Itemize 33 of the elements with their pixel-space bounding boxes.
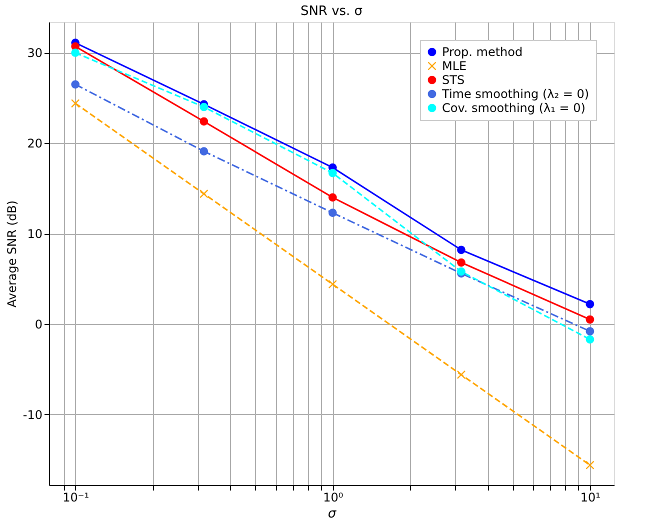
- x-axis-title: σ: [328, 506, 337, 522]
- y-tick-label: 20: [27, 136, 42, 151]
- legend-label: Cov. smoothing (λ₁ = 0): [442, 101, 586, 115]
- y-tick-label: 30: [27, 46, 42, 60]
- point: [457, 258, 466, 267]
- point: [71, 80, 80, 89]
- point: [200, 147, 208, 156]
- legend-label: Time smoothing (λ₂ = 0): [441, 87, 590, 101]
- point: [586, 327, 594, 336]
- point: [71, 48, 80, 57]
- legend-label: Prop. method: [442, 45, 523, 59]
- y-tick-label: -10: [22, 408, 42, 422]
- point: [586, 335, 594, 344]
- point: [457, 246, 466, 254]
- x-tick-label: 10¹: [580, 490, 601, 504]
- y-tick-label: 10: [27, 227, 42, 242]
- point: [328, 168, 337, 178]
- point: [586, 315, 594, 324]
- point: [200, 190, 208, 198]
- chart-title: SNR vs. σ: [300, 4, 363, 19]
- point: [328, 208, 337, 217]
- y-axis-title: Average SNR (dB): [4, 200, 19, 308]
- legend-label: MLE: [442, 59, 467, 73]
- x-tick-label: 10⁰: [323, 490, 344, 504]
- point: [71, 99, 80, 108]
- y-tick-label: 0: [34, 318, 42, 332]
- point: [200, 102, 208, 112]
- x-tick-label: 10⁻¹: [62, 490, 90, 504]
- point: [200, 117, 208, 126]
- legend-label: STS: [442, 73, 465, 87]
- point: [586, 300, 594, 308]
- point: [328, 193, 337, 202]
- point: [586, 460, 594, 470]
